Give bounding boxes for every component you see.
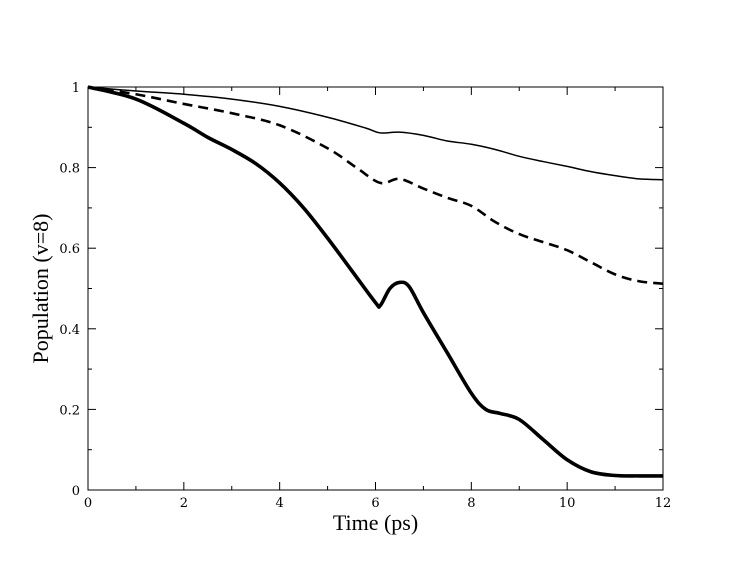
plot-frame [87,86,664,491]
y-tick-label: 1 [72,81,80,96]
y-tick-label: 0 [72,484,80,499]
y-tick-label: 0.6 [59,242,80,257]
series-line-dashed [87,85,664,285]
x-tick-label: 4 [276,496,284,511]
x-tick-label: 12 [655,496,672,511]
series-line-thick-solid [87,85,664,478]
x-tick-label: 2 [180,496,188,511]
y-axis-label: Population (v=8) [28,214,53,364]
x-axis-label: Time (ps) [333,510,418,535]
series-line-thin-solid [87,86,664,181]
y-tick-label: 0.2 [59,403,80,418]
y-tick-label: 0.8 [59,162,80,177]
axis-ticks: 0 2 4 6 8 10 12 0 0.2 0.4 0.6 0.8 1 [59,81,671,511]
x-tick-label: 6 [371,496,379,511]
x-tick-label: 8 [467,496,475,511]
x-tick-label: 0 [84,496,92,511]
y-tick-label: 0.4 [59,323,80,338]
x-tick-label: 10 [559,496,576,511]
series-layer [87,85,664,478]
